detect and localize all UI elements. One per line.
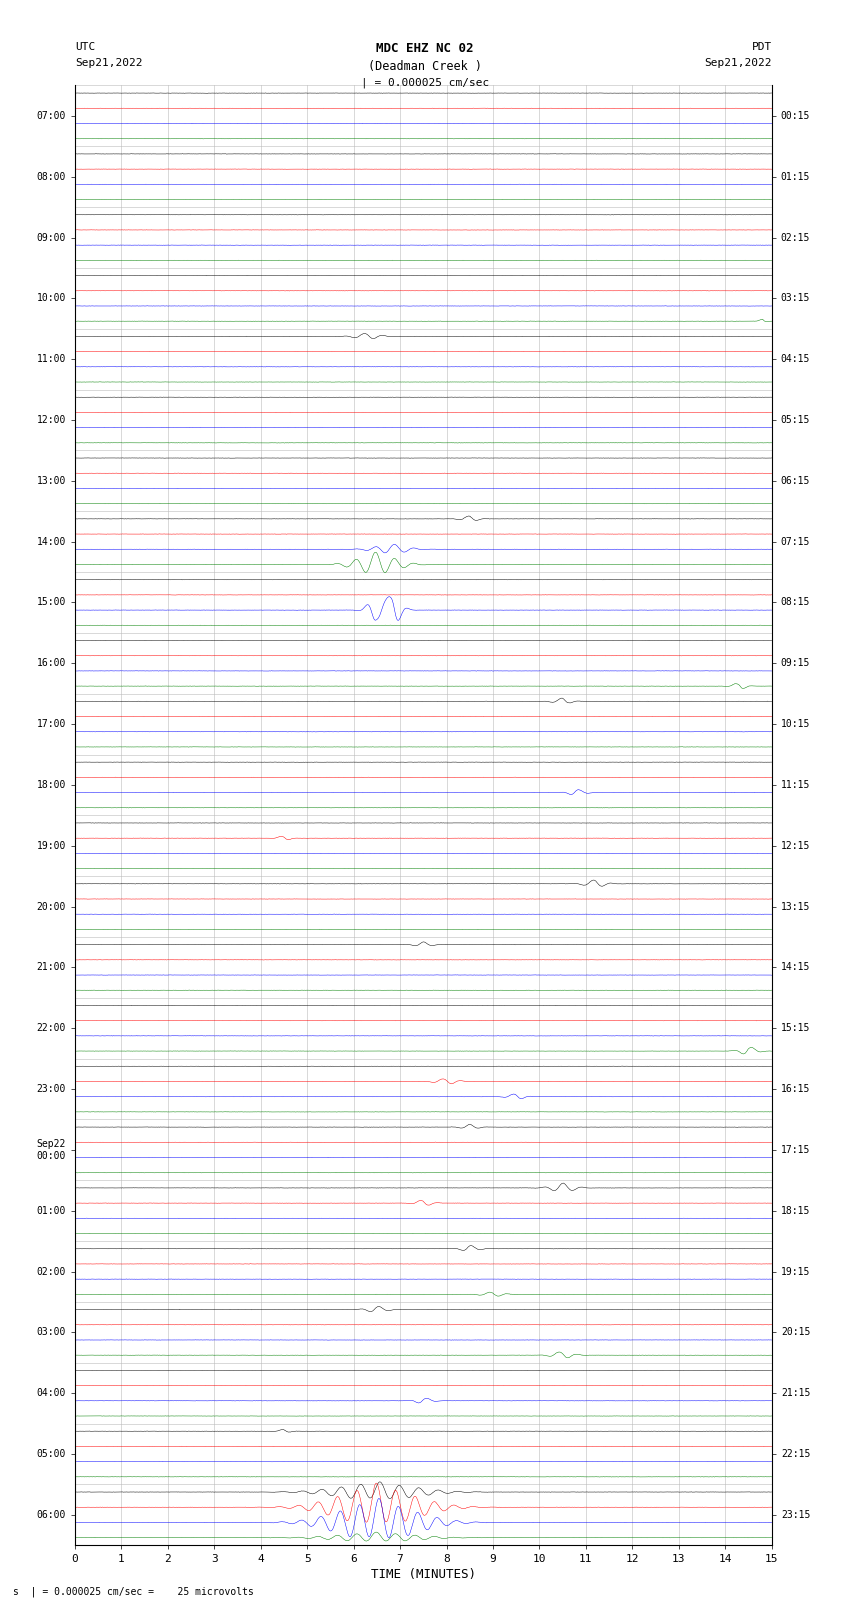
Text: (Deadman Creek ): (Deadman Creek ) — [368, 60, 482, 73]
Text: UTC: UTC — [75, 42, 95, 52]
X-axis label: TIME (MINUTES): TIME (MINUTES) — [371, 1568, 476, 1581]
Text: s  | = 0.000025 cm/sec =    25 microvolts: s | = 0.000025 cm/sec = 25 microvolts — [13, 1586, 253, 1597]
Text: Sep21,2022: Sep21,2022 — [75, 58, 142, 68]
Text: MDC EHZ NC 02: MDC EHZ NC 02 — [377, 42, 473, 55]
Text: PDT: PDT — [751, 42, 772, 52]
Text: Sep21,2022: Sep21,2022 — [705, 58, 772, 68]
Text: | = 0.000025 cm/sec: | = 0.000025 cm/sec — [361, 77, 489, 89]
